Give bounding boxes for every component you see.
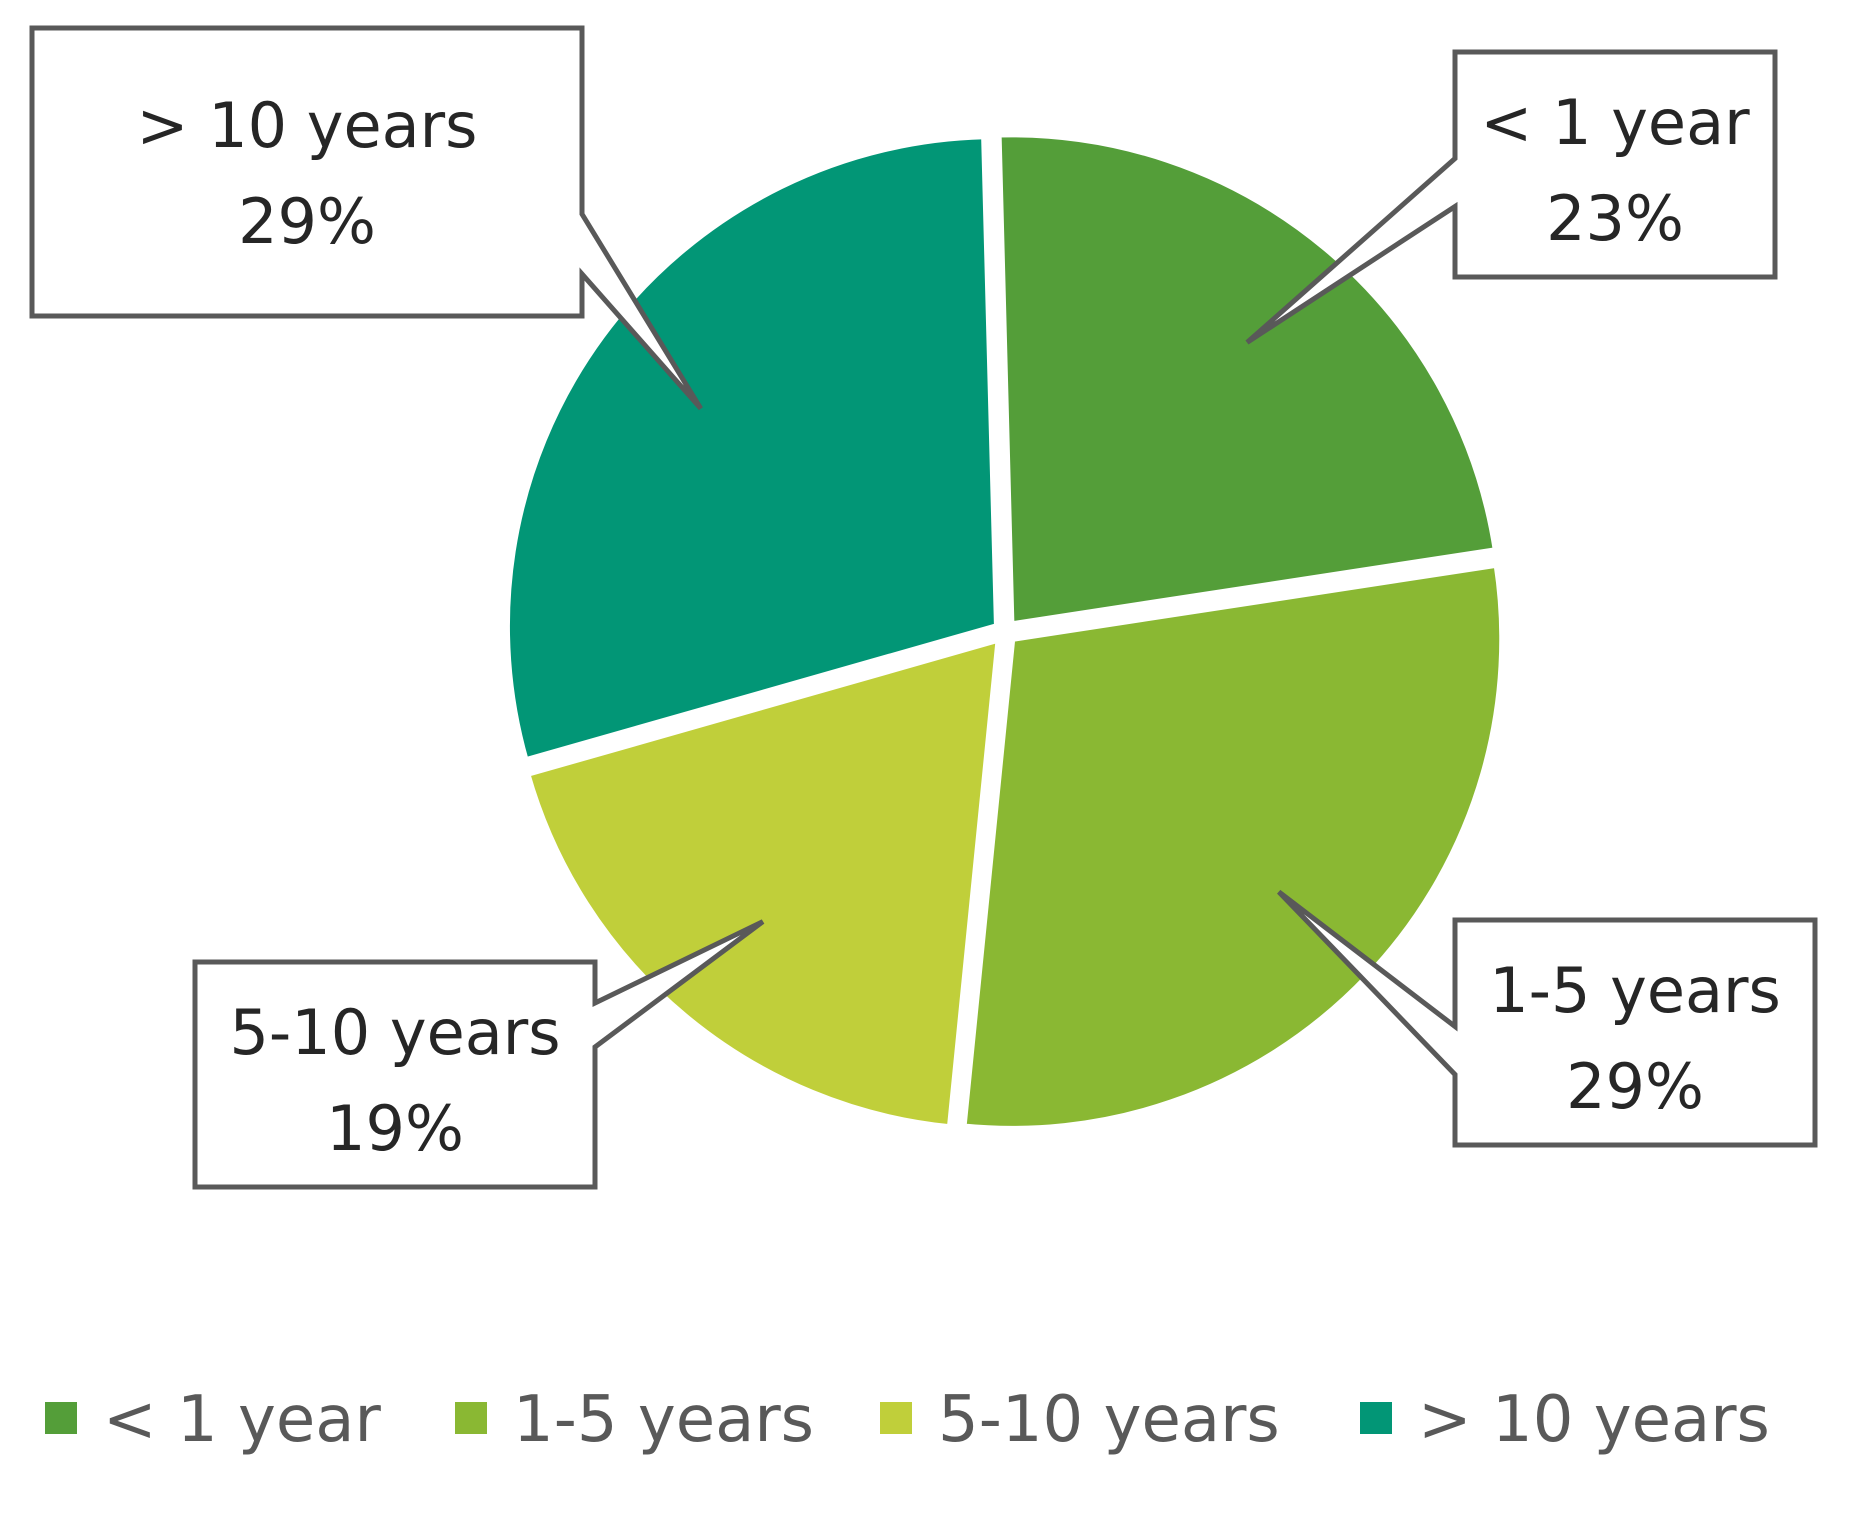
data-label-callouts: < 1 year 23% 1-5 years 29% 5-10 years 19% > 10… [29,25,1818,1190]
callout-category-label: < 1 year [1480,86,1750,159]
legend-swatch [455,1402,487,1434]
callout-box [29,25,703,411]
pie-slice-1-year [995,131,1499,628]
pie-slice-5-10-years [524,636,1002,1131]
legend-item-1-5-years: 1-5 years [455,1383,814,1457]
callout-percent-label: 19% [326,1092,464,1165]
callout-percent-label: 29% [238,185,376,258]
callout-percent-label: 23% [1546,182,1684,255]
legend-swatch [45,1402,77,1434]
callout-box [192,919,765,1190]
callout-category-label: 5-10 years [229,996,560,1069]
legend-item-1-year: < 1 year [45,1383,382,1457]
pie-slices [504,131,1506,1132]
callout-category-label: 1-5 years [1489,954,1781,1027]
callout-1-year: < 1 year 23% [1245,49,1778,345]
legend-label: < 1 year [103,1383,382,1457]
legend-item-5-10-years: 5-10 years [880,1383,1280,1457]
callout-box [1245,49,1778,345]
legend-swatch [880,1402,912,1434]
callout-category-label: > 10 years [137,89,478,162]
callout-1-5-years: 1-5 years 29% [1277,889,1818,1148]
callout-5-10-years: 5-10 years 19% [192,919,765,1190]
pie-slice-10-years [504,133,1000,764]
chart-legend: < 1 year 1-5 years 5-10 years > 10 years [45,1383,1770,1457]
pie-slice-1-5-years [960,561,1506,1132]
callout-10-years: > 10 years 29% [29,25,703,411]
legend-label: 1-5 years [513,1383,814,1457]
callout-box [1277,889,1818,1148]
legend-swatch [1360,1402,1392,1434]
legend-label: > 10 years [1418,1383,1770,1457]
legend-label: 5-10 years [938,1383,1280,1457]
legend-item-10-years: > 10 years [1360,1383,1770,1457]
callout-percent-label: 29% [1566,1050,1704,1123]
